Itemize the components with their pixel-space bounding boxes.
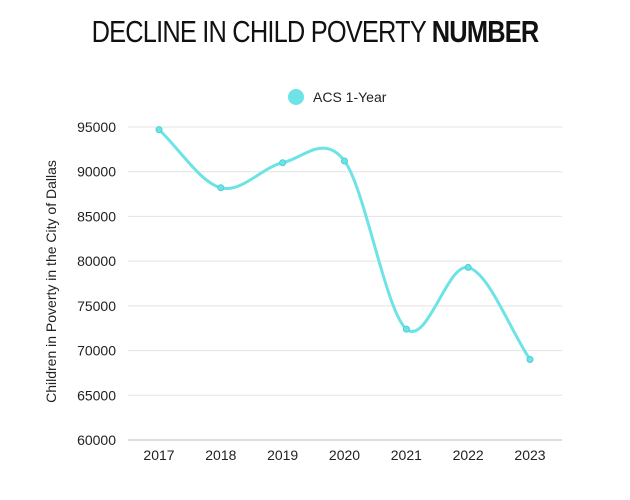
x-axis-ticks: 2017 2018 2019 2020 2021 2022 2023 (143, 447, 545, 463)
x-tick-label: 2023 (514, 447, 545, 463)
y-axis-ticks: 95000 90000 85000 80000 75000 70000 65000 60000 (77, 119, 116, 448)
data-point[interactable] (402, 325, 410, 333)
chart-title: DECLINE IN CHILD POVERTY NUMBER (57, 14, 574, 50)
y-axis-title: Children in Poverty in the City of Dalla… (43, 160, 59, 403)
legend[interactable]: ACS 1-Year (288, 89, 387, 105)
x-tick-label: 2019 (267, 447, 298, 463)
x-tick-label: 2021 (391, 447, 422, 463)
y-tick-label: 60000 (77, 432, 116, 448)
chart-title-bold: NUMBER (431, 14, 539, 49)
x-tick-label: 2020 (329, 447, 360, 463)
y-tick-label: 75000 (77, 298, 116, 314)
x-tick-label: 2017 (143, 447, 174, 463)
data-point[interactable] (279, 159, 287, 167)
x-tick-label: 2022 (453, 447, 484, 463)
y-tick-label: 85000 (77, 208, 116, 224)
data-point[interactable] (341, 157, 348, 165)
y-tick-label: 90000 (77, 164, 116, 180)
data-point[interactable] (217, 184, 225, 192)
legend-label-acs-1-year: ACS 1-Year (313, 89, 387, 105)
data-point[interactable] (526, 356, 534, 364)
data-point[interactable] (464, 263, 472, 271)
y-tick-label: 65000 (77, 387, 116, 403)
y-tick-label: 80000 (77, 253, 116, 269)
y-tick-label: 70000 (77, 343, 116, 359)
gridlines (128, 126, 562, 441)
chart-title-regular: DECLINE IN CHILD POVERTY (91, 14, 427, 49)
legend-marker-acs-1-year (288, 89, 304, 105)
x-tick-label: 2018 (205, 447, 236, 463)
data-point[interactable] (155, 126, 163, 134)
y-tick-label: 95000 (77, 119, 116, 135)
data-points (155, 126, 534, 364)
